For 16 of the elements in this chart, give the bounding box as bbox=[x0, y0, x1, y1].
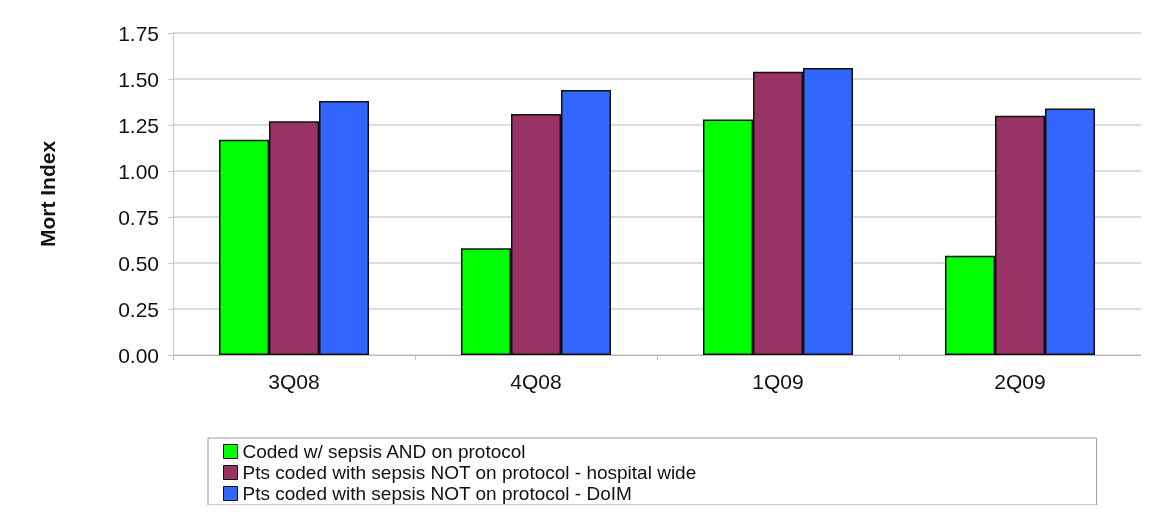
y-tick-label: 1.25 bbox=[118, 113, 159, 137]
y-axis-title: Mort Index bbox=[36, 140, 59, 248]
y-tick-label: 0.75 bbox=[118, 205, 159, 229]
legend-label: Pts coded with sepsis NOT on protocol - hospital wide bbox=[242, 462, 697, 483]
x-tick-label: 4Q08 bbox=[510, 370, 562, 393]
y-tick-label: 1.50 bbox=[118, 67, 159, 91]
y-tick-label: 0.00 bbox=[118, 343, 159, 367]
y-tick-label: 0.50 bbox=[118, 251, 159, 275]
legend-label: Coded w/ sepsis AND on protocol bbox=[242, 441, 526, 462]
x-tick-label: 3Q08 bbox=[268, 370, 320, 393]
x-tick-label: 2Q09 bbox=[994, 370, 1046, 393]
y-tick-label: 0.25 bbox=[118, 297, 159, 321]
y-tick-label: 1.00 bbox=[118, 159, 159, 183]
legend-label: Pts coded with sepsis NOT on protocol - DoIM bbox=[242, 483, 632, 504]
y-tick-label: 1.75 bbox=[118, 21, 159, 45]
x-tick-label: 1Q09 bbox=[752, 370, 804, 393]
